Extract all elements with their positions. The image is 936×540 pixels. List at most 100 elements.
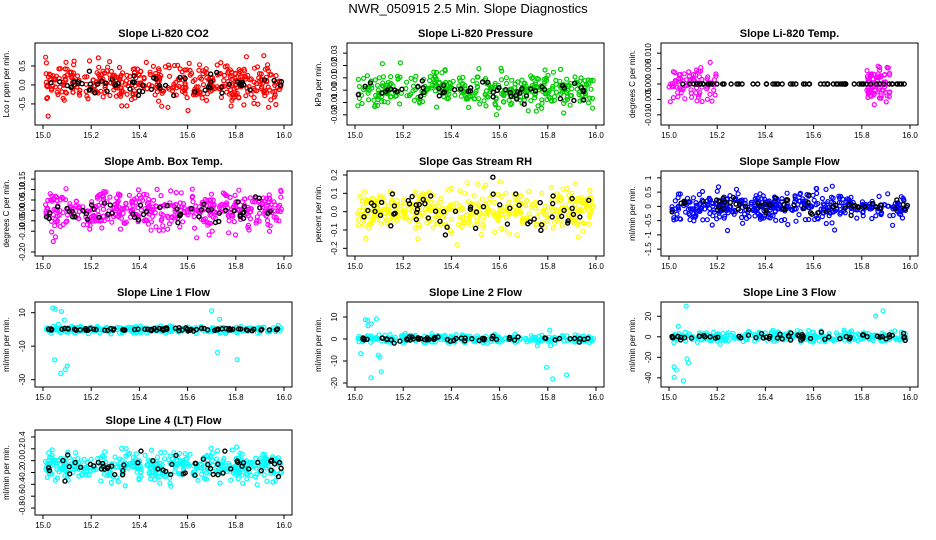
data-point (389, 191, 396, 197)
data-point (497, 202, 503, 208)
data-point (129, 79, 136, 85)
data-point (787, 337, 794, 343)
data-point (411, 97, 417, 104)
data-point (118, 445, 125, 451)
data-point (195, 477, 201, 483)
data-point (462, 338, 468, 344)
data-point (495, 105, 501, 111)
data-point (62, 367, 68, 373)
data-point (700, 81, 706, 87)
data-point (889, 222, 896, 228)
data-point (255, 101, 261, 107)
data-point (772, 81, 778, 87)
data-point (156, 227, 162, 233)
data-point (108, 479, 114, 486)
data-point (140, 211, 147, 218)
series-fill-points (43, 305, 284, 376)
data-point (142, 452, 148, 458)
y-tick-label: 0.5 (644, 186, 653, 198)
data-point (190, 199, 196, 205)
data-point (244, 476, 250, 482)
data-point (467, 85, 474, 91)
data-point (726, 204, 733, 210)
data-point (71, 79, 77, 85)
y-tick-label: 0.15 (18, 171, 27, 187)
data-point (372, 208, 378, 215)
data-point (734, 81, 740, 87)
data-point (101, 200, 108, 206)
x-tick-label: 15.4 (132, 521, 148, 530)
data-point (880, 308, 886, 314)
data-point (832, 202, 839, 208)
data-point (192, 460, 198, 466)
data-point (268, 201, 274, 207)
data-point (131, 73, 137, 79)
data-point (62, 473, 68, 479)
data-point (70, 214, 76, 220)
data-point (62, 66, 68, 72)
data-point (810, 192, 816, 198)
x-tick-label: 15.8 (228, 262, 244, 271)
data-point (862, 203, 868, 210)
data-point (225, 460, 232, 466)
data-point (531, 216, 537, 222)
x-tick-label: 15.8 (228, 131, 244, 140)
data-point (687, 81, 693, 87)
series-fill-points (42, 444, 285, 489)
data-point (564, 185, 571, 192)
data-point (267, 87, 273, 93)
data-point (569, 86, 575, 92)
series-marker-points (680, 81, 907, 87)
data-point (904, 202, 911, 209)
data-point (415, 83, 421, 90)
data-point (63, 59, 69, 65)
data-point (587, 95, 593, 101)
data-point (550, 225, 556, 231)
x-tick-label: 16.0 (588, 393, 604, 402)
data-point (740, 338, 746, 345)
data-point (208, 206, 215, 213)
data-point (100, 206, 107, 212)
data-point (384, 336, 390, 343)
data-point (380, 74, 386, 80)
data-point (177, 212, 183, 219)
data-point (541, 86, 548, 93)
data-point (68, 74, 75, 80)
data-point (76, 204, 82, 210)
data-point (886, 72, 893, 78)
data-point (369, 217, 375, 223)
data-point (382, 88, 389, 95)
data-point (815, 210, 821, 216)
data-point (222, 448, 228, 454)
data-point (88, 202, 95, 208)
data-point (707, 91, 713, 97)
data-point (424, 337, 430, 343)
data-point (544, 217, 550, 223)
data-point (114, 464, 120, 470)
data-point (367, 80, 374, 86)
data-point (243, 470, 250, 476)
data-point (896, 211, 902, 217)
data-point (455, 222, 461, 228)
data-point (232, 71, 238, 77)
data-point (724, 227, 731, 234)
data-point (372, 102, 378, 108)
data-point (232, 192, 238, 198)
data-point (519, 86, 525, 92)
data-point (248, 472, 254, 479)
data-point (492, 82, 498, 89)
data-point (692, 214, 698, 220)
data-point (461, 220, 467, 226)
data-point (745, 332, 752, 338)
data-point (257, 456, 263, 462)
y-tick-label: -10 (18, 340, 27, 352)
data-point (117, 84, 124, 90)
y-tick-label: -0.010 (644, 103, 653, 126)
data-point (46, 450, 52, 456)
data-point (564, 76, 570, 82)
data-point (514, 89, 521, 95)
data-point (707, 197, 714, 203)
x-tick-label: 15.6 (492, 262, 508, 271)
data-point (220, 458, 226, 464)
data-point (52, 84, 59, 90)
